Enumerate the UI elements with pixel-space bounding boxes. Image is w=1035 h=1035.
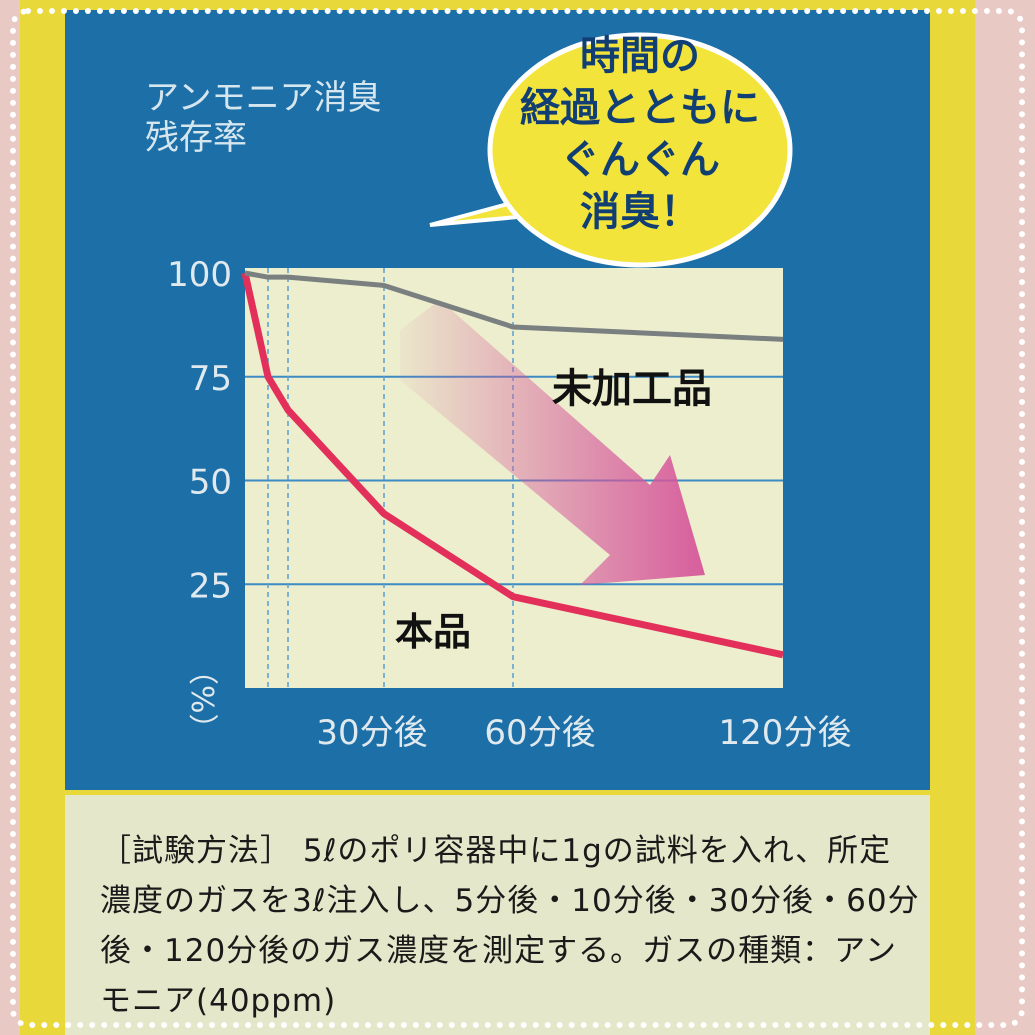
- x-tick-label: 30分後: [316, 713, 427, 753]
- chart-title: アンモニア消臭 残存率: [145, 78, 382, 158]
- x-tick-label: 60分後: [484, 713, 595, 753]
- y-tick-label: 75: [189, 359, 232, 399]
- series-label-untreated: 未加工品: [552, 366, 712, 412]
- series-line-product: [241, 272, 784, 659]
- bubble-line: 経過とともに: [520, 85, 760, 131]
- y-axis-unit: （%）: [184, 655, 219, 744]
- x-tick-label: 120分後: [719, 713, 852, 753]
- y-tick-label: 100: [167, 255, 232, 295]
- bubble-line: 時間の: [580, 33, 700, 79]
- speech-bubble-text: 時間の 経過とともに ぐんぐん 消臭！: [490, 30, 790, 238]
- y-tick-label: 25: [189, 566, 232, 606]
- bubble-line: 消臭！: [580, 189, 700, 235]
- plot-area: [245, 268, 783, 688]
- speech-bubble: [487, 32, 793, 268]
- y-tick-label: 50: [189, 463, 232, 503]
- test-method-box: [65, 795, 930, 1035]
- test-method-text: ［試験方法］ 5ℓのポリ容器中に1gの試料を入れ、所定濃度のガスを3ℓ注入し、5…: [100, 833, 920, 1019]
- chart-title-line: アンモニア消臭: [145, 78, 382, 118]
- trend-arrow: [400, 300, 705, 585]
- bubble-line: ぐんぐん: [560, 137, 720, 183]
- series-label-product: 本品: [395, 610, 471, 654]
- wavy-border: [10, 8, 1025, 1028]
- series-line-untreated: [244, 270, 784, 342]
- chart-title-line: 残存率: [145, 118, 247, 158]
